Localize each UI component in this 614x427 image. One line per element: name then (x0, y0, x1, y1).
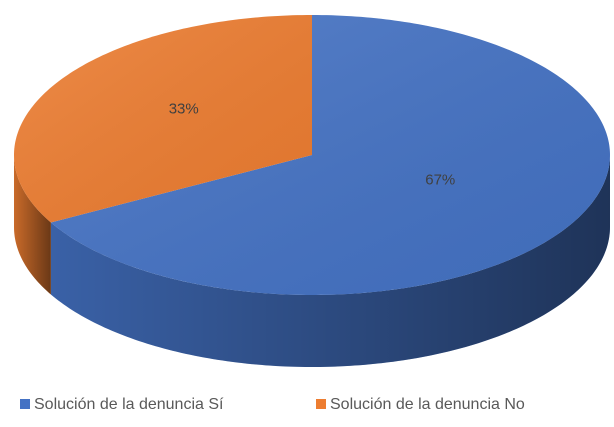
slice-side-shade (50, 155, 611, 367)
legend-label: Solución de la denuncia No (330, 396, 525, 413)
legend-label: Solución de la denuncia Sí (34, 396, 224, 413)
data-label: 67% (425, 172, 455, 189)
legend: Solución de la denuncia Sí Solución de la… (20, 396, 525, 413)
slice-side-shade (14, 155, 51, 295)
slice-gloss (14, 15, 313, 223)
legend-swatch (316, 399, 326, 409)
slice-gloss (50, 15, 610, 295)
pie: 67% 33% (14, 15, 611, 367)
legend-swatch (20, 399, 30, 409)
data-label: 33% (169, 100, 199, 117)
